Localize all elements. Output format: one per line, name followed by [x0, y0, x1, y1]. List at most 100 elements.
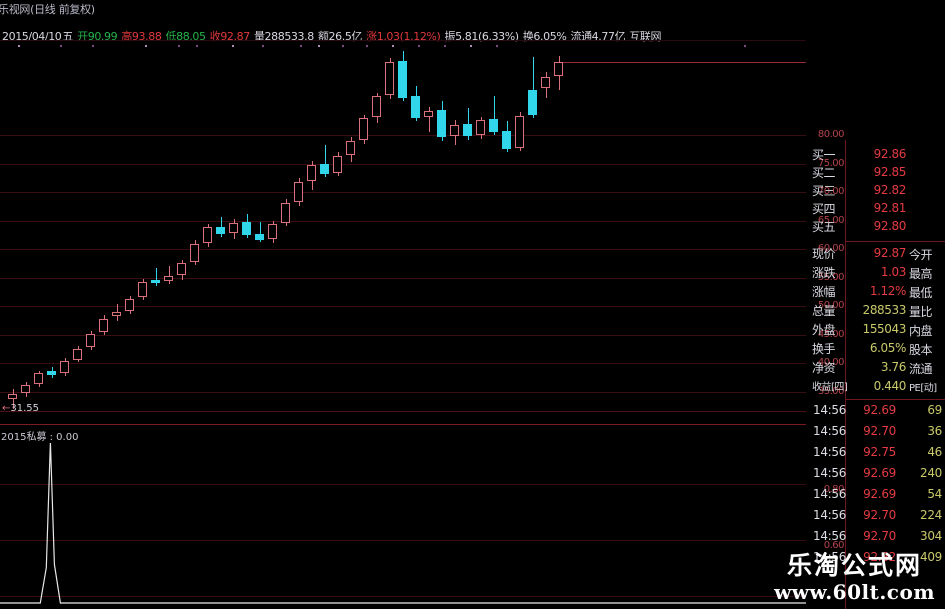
stat-row[interactable]: 涨跌 1.03 最高 — [810, 264, 945, 281]
tick-volume: 224 — [919, 508, 942, 522]
tick-price: 92.69 — [863, 487, 896, 501]
stat-row[interactable]: 收益[四] 0.440 PE[动] — [810, 378, 945, 395]
candle-wick — [428, 106, 430, 132]
stat-value: 3.76 — [880, 360, 907, 374]
tick-row[interactable]: 14:56 92.82 409 — [810, 550, 945, 571]
tick-row[interactable]: 14:56 92.69 240 — [810, 466, 945, 487]
tick-volume: 36 — [927, 424, 942, 438]
order-book-row[interactable]: 买五 92.80 — [810, 218, 945, 235]
stat-row[interactable]: 外盘 155043 内盘 — [810, 321, 945, 338]
price-axis-label: 80.00 — [817, 129, 845, 140]
tick-price: 92.82 — [863, 550, 896, 564]
tick-volume: 409 — [919, 550, 942, 564]
stat-row[interactable]: 换手 6.05% 股本 — [810, 340, 945, 357]
grid-line — [0, 135, 806, 136]
grid-line — [0, 363, 806, 364]
candle-body — [463, 123, 472, 137]
candle-body — [8, 393, 17, 400]
candle-body — [320, 163, 329, 174]
candle-body — [125, 299, 134, 312]
order-book-row[interactable]: 买三 92.82 — [810, 182, 945, 199]
tick-price: 92.70 — [863, 529, 896, 543]
stat-row[interactable]: 净资 3.76 流通 — [810, 359, 945, 376]
tick-row[interactable]: 14:56 92.75 46 — [810, 445, 945, 466]
order-book-row[interactable]: 买四 92.81 — [810, 200, 945, 217]
stat-value: 0.440 — [873, 379, 907, 393]
candle-body — [437, 110, 446, 138]
candle-body — [346, 141, 355, 155]
signal-dot — [145, 45, 147, 47]
quote-field-5: 额26.5亿 — [317, 30, 363, 43]
left-arrow-icon: ← — [2, 403, 11, 414]
indicator-sparkline — [0, 441, 806, 604]
tick-time: 14:56 — [813, 424, 847, 438]
tick-price: 92.70 — [863, 508, 896, 522]
signal-dot — [744, 45, 746, 47]
candle-body — [138, 281, 147, 297]
stat-value: 155043 — [862, 322, 907, 336]
grid-line — [0, 221, 806, 222]
stat-value: 1.12% — [869, 284, 907, 298]
tick-time: 14:56 — [813, 445, 847, 459]
stat-name: 换手 — [812, 342, 836, 356]
stat-name: 外盘 — [812, 323, 836, 337]
tick-volume: 304 — [919, 529, 942, 543]
tick-row[interactable]: 14:56 92.70 224 — [810, 508, 945, 529]
candle-body — [86, 333, 95, 348]
quote-field-2: 低88.05 — [165, 30, 206, 43]
page-title: 乐视网(日线 前复权) — [0, 3, 95, 16]
signal-dot — [470, 45, 472, 47]
stat-tail-label: 流通 — [909, 362, 933, 376]
level-price: 92.82 — [873, 183, 907, 197]
quote-field-6: 涨1.03(1.12%) — [366, 30, 441, 43]
candle-body — [151, 279, 160, 283]
stat-row[interactable]: 涨幅 1.12% 最低 — [810, 283, 945, 300]
stat-name: 涨跌 — [812, 266, 836, 280]
stat-tail-label: 今开 — [909, 248, 933, 262]
level-price: 92.85 — [873, 165, 907, 179]
quote-panel[interactable]: 80.00 75.00 70.00 65.00 60.00 55.00 50.00 45.00… — [810, 0, 945, 609]
order-book-row[interactable]: 买一 92.86 — [810, 146, 945, 163]
price-axis-label: 50.00 — [817, 300, 845, 311]
candle-body — [333, 155, 342, 173]
candle-body — [515, 115, 524, 148]
tick-volume: 69 — [927, 403, 942, 417]
watermark-url: www.60lt.com — [774, 580, 935, 604]
quote-date: 2015/04/10 — [2, 30, 62, 43]
tick-price: 92.69 — [863, 466, 896, 480]
tick-row[interactable]: 14:56 92.70 36 — [810, 424, 945, 445]
stat-tail-label: 最高 — [909, 267, 933, 281]
signal-dot — [60, 45, 62, 47]
candle-body — [372, 96, 381, 117]
tick-time: 14:56 — [813, 508, 847, 522]
candle-body — [177, 262, 186, 276]
tick-time: 14:56 — [813, 487, 847, 501]
tick-row[interactable]: 14:56 92.70 304 — [810, 529, 945, 550]
quote-field-7: 振5.81(6.33%) — [444, 30, 519, 43]
signal-dot — [342, 45, 344, 47]
stat-name: 涨幅 — [812, 285, 836, 299]
tick-row[interactable]: 14:56 92.69 69 — [810, 403, 945, 424]
stat-row[interactable]: 总量 288533 量比 — [810, 302, 945, 319]
quote-field-0: 开90.99 — [77, 30, 118, 43]
stat-row[interactable]: 现价 92.87 今开 — [810, 245, 945, 262]
candle-body — [294, 181, 303, 202]
grid-line — [0, 278, 806, 279]
price-axis-label: 60.00 — [817, 243, 845, 254]
candle-wick — [168, 266, 170, 285]
tick-time: 14:56 — [813, 550, 847, 564]
order-book-row[interactable]: 买二 92.85 — [810, 164, 945, 181]
tick-volume: 240 — [919, 466, 942, 480]
stat-value: 92.87 — [873, 246, 907, 260]
tick-row[interactable]: 14:56 92.69 54 — [810, 487, 945, 508]
candle-body — [489, 119, 498, 132]
indicator-title: 2015私募 : 0.00 — [0, 428, 80, 443]
last-price-line — [563, 62, 806, 63]
watermark: 乐淘公式网 www.60lt.com — [774, 551, 935, 604]
candle-body — [385, 62, 394, 96]
stat-tail-label: 最低 — [909, 286, 933, 300]
watermark-site-name: 乐淘公式网 — [787, 551, 923, 581]
candle-body — [255, 234, 264, 240]
stat-value: 1.03 — [880, 265, 907, 279]
candle-body — [398, 61, 407, 98]
